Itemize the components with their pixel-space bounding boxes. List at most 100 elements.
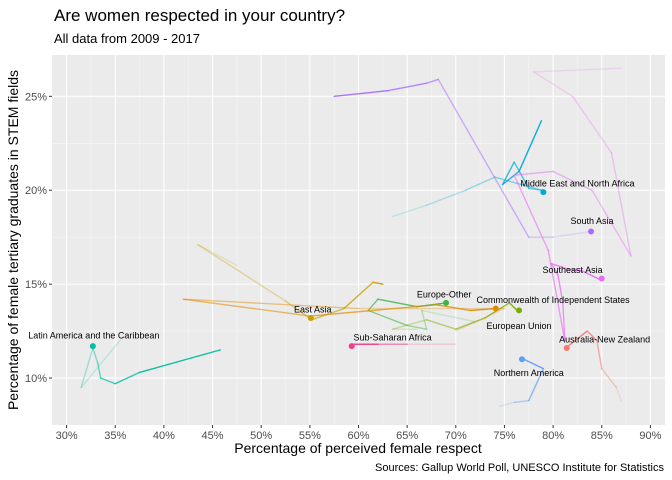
series-line-australia-new-zealand xyxy=(565,330,588,349)
series-line-northern-america xyxy=(528,367,545,402)
series-line-latin-america-and-the-caribbean xyxy=(80,347,94,389)
series-line-southeast-asia xyxy=(581,270,603,282)
series-line-latin-america-and-the-caribbean xyxy=(138,349,222,374)
series-line-southeast-asia xyxy=(610,151,632,257)
x-tick-label: 55% xyxy=(299,430,321,442)
series-line-commonwealth-of-independent-states xyxy=(469,307,496,312)
series-line-middle-east-and-north-africa xyxy=(518,120,543,173)
series-lines xyxy=(80,67,632,407)
y-tick-label: 10% xyxy=(25,373,47,385)
series-line-southeast-asia xyxy=(513,174,549,252)
y-axis-title: Percentage of female tertiary graduates … xyxy=(5,70,21,410)
series-line-southeast-asia xyxy=(550,262,569,270)
y-axis-ticks: 10% 15% 20% 25% xyxy=(25,91,52,385)
chart-subtitle: All data from 2009 - 2017 xyxy=(54,31,200,46)
series-label-east-asia: East Asia xyxy=(294,304,332,314)
series-line-australia-new-zealand xyxy=(601,367,618,389)
x-tick-label: 35% xyxy=(104,430,126,442)
series-line-south-asia xyxy=(386,82,428,92)
series-label-latin-america-and-the-caribbean: Latin America and the Caribbean xyxy=(28,331,159,341)
series-line-commonwealth-of-independent-states xyxy=(182,298,311,317)
series-point-middle-east-and-north-africa xyxy=(540,189,547,196)
series-point-sub-saharan-africa xyxy=(348,343,355,350)
x-tick-label: 50% xyxy=(250,430,272,442)
series-point-australia-new-zealand xyxy=(563,344,570,351)
series-line-europe-other xyxy=(367,309,408,327)
series-point-latin-america-and-the-caribbean xyxy=(89,343,96,350)
series-line-middle-east-and-north-africa xyxy=(501,170,520,186)
series-point-east-asia xyxy=(307,314,314,321)
series-line-east-asia xyxy=(197,243,238,267)
x-tick-label: 60% xyxy=(347,430,369,442)
series-line-southeast-asia xyxy=(532,71,574,98)
series-line-middle-east-and-north-africa xyxy=(513,161,530,190)
chart-title: Are women respected in your country? xyxy=(54,6,345,25)
x-tick-label: 75% xyxy=(493,430,515,442)
x-tick-label: 85% xyxy=(591,430,613,442)
series-line-southeast-asia xyxy=(513,170,554,176)
series-label-australia-new-zealand: Australia-New Zealand xyxy=(559,334,650,344)
series-line-commonwealth-of-independent-states xyxy=(182,298,360,310)
series-line-middle-east-and-north-africa xyxy=(501,161,515,186)
grid-major xyxy=(52,55,665,425)
series-labels: Latin America and the Caribbean East Asia… xyxy=(28,178,650,378)
series-line-european-union xyxy=(455,317,486,330)
series-line-australia-new-zealand xyxy=(615,386,622,402)
x-tick-label: 40% xyxy=(153,430,175,442)
series-point-northern-america xyxy=(518,356,525,363)
series-line-southeast-asia xyxy=(562,302,566,342)
series-line-commonwealth-of-independent-states xyxy=(435,304,472,312)
series-line-east-asia xyxy=(284,300,313,321)
series-line-south-asia xyxy=(425,78,439,84)
series-line-europe-other xyxy=(367,298,379,312)
series-line-european-union xyxy=(425,319,457,330)
series-line-northern-america xyxy=(513,399,530,404)
series-label-southeast-asia: Southeast Asia xyxy=(543,265,603,275)
series-line-commonwealth-of-independent-states xyxy=(309,304,438,317)
series-point-commonwealth-of-independent-states xyxy=(492,305,499,312)
x-tick-label: 45% xyxy=(202,430,224,442)
series-line-east-asia xyxy=(343,281,374,310)
series-label-sub-saharan-africa: Sub-Saharan Africa xyxy=(354,332,432,342)
series-point-europe-other xyxy=(443,299,450,306)
series-line-latin-america-and-the-caribbean xyxy=(97,362,102,379)
x-tick-label: 80% xyxy=(542,430,564,442)
series-line-europe-other xyxy=(421,309,428,330)
series-line-southeast-asia xyxy=(550,262,559,276)
series-line-south-asia xyxy=(333,89,389,98)
series-line-latin-america-and-the-caribbean xyxy=(99,377,116,385)
series-label-northern-america: Northern America xyxy=(494,368,564,378)
series-line-east-asia xyxy=(197,243,287,302)
series-point-southeast-asia xyxy=(598,275,605,282)
series-line-european-union xyxy=(508,302,518,312)
x-tick-label: 70% xyxy=(445,430,467,442)
series-line-middle-east-and-north-africa xyxy=(528,187,543,191)
series-line-latin-america-and-the-caribbean xyxy=(92,347,99,364)
series-line-southeast-asia xyxy=(591,189,632,257)
series-line-south-asia xyxy=(552,230,591,238)
x-tick-label: 30% xyxy=(56,430,78,442)
y-tick-label: 20% xyxy=(25,185,47,197)
series-line-commonwealth-of-independent-states xyxy=(455,307,506,332)
series-label-south-asia: South Asia xyxy=(571,216,614,226)
series-line-latin-america-and-the-caribbean xyxy=(114,371,141,385)
series-line-southeast-asia xyxy=(571,95,613,154)
series-line-southeast-asia xyxy=(547,249,566,342)
series-label-commonwealth-of-independent-states: Commonwealth of Independent States xyxy=(477,295,631,305)
series-line-northern-america xyxy=(523,358,545,370)
series-line-southeast-asia xyxy=(557,274,564,304)
series-line-east-asia xyxy=(372,281,384,285)
chart-caption: Sources: Gallup World Poll, UNESCO Insti… xyxy=(375,462,664,474)
series-point-european-union xyxy=(516,307,523,314)
series-line-south-asia xyxy=(437,78,530,238)
series-line-european-union xyxy=(391,319,428,330)
series-label-european-union: European Union xyxy=(487,321,552,331)
series-label-europe-other: Europe-Other xyxy=(417,289,472,299)
series-line-latin-america-and-the-caribbean xyxy=(80,339,121,389)
series-line-southeast-asia xyxy=(552,170,593,191)
y-tick-label: 15% xyxy=(25,279,47,291)
series-line-middle-east-and-north-africa xyxy=(391,204,428,218)
series-line-northern-america xyxy=(498,401,515,407)
series-line-australia-new-zealand xyxy=(586,330,598,342)
